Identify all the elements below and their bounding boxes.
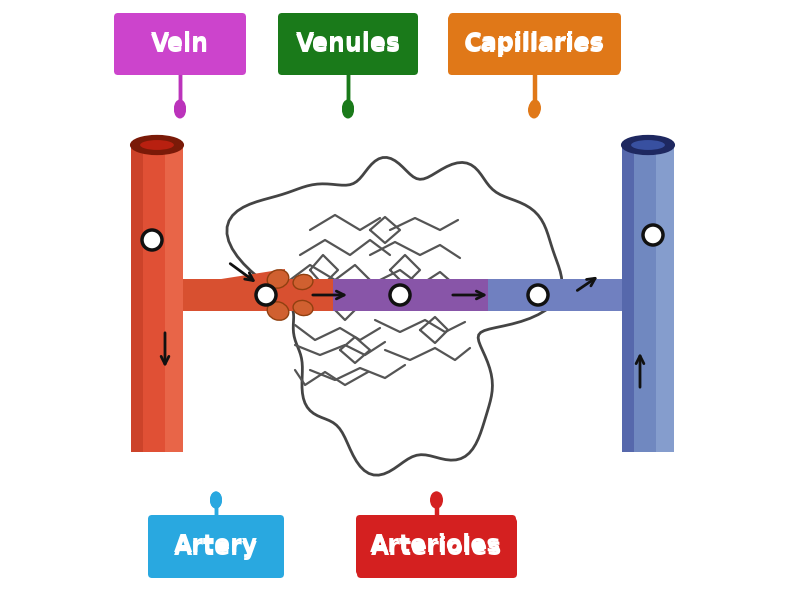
FancyBboxPatch shape [114, 13, 246, 73]
Circle shape [528, 285, 548, 305]
Ellipse shape [431, 491, 443, 509]
Ellipse shape [293, 301, 313, 316]
Ellipse shape [622, 136, 674, 154]
Text: Capillaries: Capillaries [465, 31, 605, 55]
FancyBboxPatch shape [448, 15, 620, 75]
Polygon shape [131, 145, 183, 452]
Text: Vein: Vein [151, 31, 209, 55]
Text: Vein: Vein [151, 33, 209, 57]
Ellipse shape [267, 302, 289, 320]
Text: Capillaries: Capillaries [464, 33, 604, 57]
Ellipse shape [267, 270, 289, 288]
Polygon shape [165, 145, 183, 452]
FancyBboxPatch shape [278, 15, 418, 75]
Text: Arterioles: Arterioles [370, 533, 502, 557]
Polygon shape [183, 279, 343, 311]
FancyBboxPatch shape [114, 15, 246, 75]
Ellipse shape [528, 101, 540, 118]
Ellipse shape [140, 140, 174, 150]
FancyBboxPatch shape [148, 515, 284, 575]
Ellipse shape [342, 100, 354, 116]
Ellipse shape [210, 491, 222, 509]
Ellipse shape [131, 136, 183, 154]
Text: Artery: Artery [174, 536, 258, 560]
FancyBboxPatch shape [278, 13, 418, 73]
Polygon shape [622, 145, 634, 452]
Text: Venules: Venules [295, 33, 401, 57]
Polygon shape [622, 145, 674, 452]
Circle shape [256, 285, 276, 305]
Ellipse shape [293, 274, 313, 290]
Circle shape [142, 230, 162, 250]
Polygon shape [333, 279, 503, 311]
Circle shape [643, 225, 663, 245]
Ellipse shape [631, 140, 665, 150]
FancyBboxPatch shape [449, 13, 621, 73]
FancyBboxPatch shape [357, 518, 517, 578]
Polygon shape [183, 269, 285, 305]
Text: Venules: Venules [295, 31, 401, 55]
Text: Artery: Artery [174, 533, 258, 557]
Circle shape [390, 285, 410, 305]
FancyBboxPatch shape [148, 518, 284, 578]
Ellipse shape [174, 101, 186, 118]
Ellipse shape [210, 491, 222, 509]
Polygon shape [131, 145, 142, 452]
Ellipse shape [430, 491, 442, 509]
Polygon shape [488, 279, 622, 311]
Text: Arterioles: Arterioles [371, 536, 502, 560]
Ellipse shape [342, 101, 354, 118]
FancyBboxPatch shape [356, 515, 516, 575]
Polygon shape [227, 157, 562, 475]
Ellipse shape [529, 100, 541, 116]
Polygon shape [656, 145, 674, 452]
Ellipse shape [174, 100, 186, 116]
